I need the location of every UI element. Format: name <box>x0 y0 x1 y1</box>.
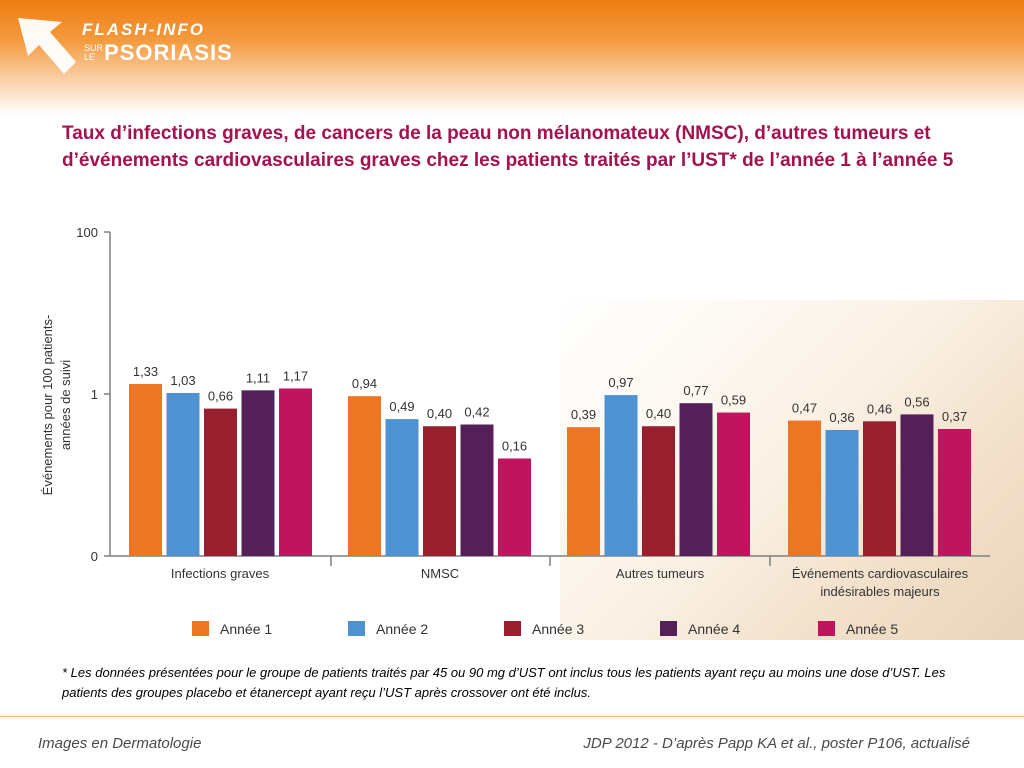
legend-swatch-5 <box>818 621 835 636</box>
y-tick-label: 1 <box>91 387 98 402</box>
legend-swatch-2 <box>348 621 365 636</box>
footer-divider <box>0 716 1024 717</box>
footer-source-right: JDP 2012 - D’après Papp KA et al., poste… <box>583 735 970 752</box>
footnote: * Les données présentées pour le groupe … <box>62 665 946 700</box>
y-axis-label-line1: Événements pour 100 patients- <box>40 315 55 496</box>
bar-4-4 <box>900 414 934 556</box>
bar-1-1 <box>129 383 162 556</box>
header-band <box>0 0 1024 115</box>
legend-label-2: Année 2 <box>376 621 428 637</box>
data-label: 0,94 <box>352 376 377 391</box>
bar-1-4 <box>788 420 821 556</box>
x-category-label: Autres tumeurs <box>616 566 705 581</box>
bar-4-1 <box>241 390 275 556</box>
bar-3-2 <box>423 426 456 556</box>
legend-label-1: Année 1 <box>220 621 272 637</box>
logo-arrow-icon <box>18 18 76 74</box>
y-tick-label: 0 <box>91 549 98 564</box>
legend-label-3: Année 3 <box>532 621 584 637</box>
data-label: 0,39 <box>571 407 596 422</box>
bar-5-3 <box>717 412 750 556</box>
logo-text-sur: SUR LE <box>84 43 104 62</box>
data-label: 0,59 <box>721 393 746 408</box>
bar-2-3 <box>604 395 638 556</box>
data-label: 0,40 <box>646 406 671 421</box>
data-label: 0,66 <box>208 389 233 404</box>
data-label: 1,17 <box>283 368 308 383</box>
x-category-label: Infections graves <box>171 566 270 581</box>
logo-text-psoriasis: PSORIASIS <box>104 40 233 65</box>
bar-3-3 <box>642 426 675 556</box>
x-category-label: NMSC <box>421 566 459 581</box>
data-label: 0,36 <box>829 410 854 425</box>
bar-5-1 <box>279 388 312 556</box>
bar-2-4 <box>825 429 859 556</box>
bar-1-2 <box>348 396 381 556</box>
footer-source-left: Images en Dermatologie <box>38 735 202 752</box>
data-label: 0,40 <box>427 406 452 421</box>
data-label: 0,46 <box>867 401 892 416</box>
data-label: 0,97 <box>608 375 633 390</box>
page-title: Taux d’infections graves, de cancers de … <box>62 123 954 171</box>
legend-label-5: Année 5 <box>846 621 898 637</box>
legend-swatch-4 <box>660 621 677 636</box>
data-label: 1,03 <box>170 373 195 388</box>
bar-2-1 <box>166 392 200 556</box>
bar-5-4 <box>938 428 971 556</box>
data-label: 0,42 <box>464 405 489 420</box>
data-label: 0,77 <box>683 383 708 398</box>
logo: FLASH-INFO SUR LE PSORIASIS <box>12 12 242 82</box>
bar-4-3 <box>679 403 713 556</box>
x-category-label: Événements cardiovasculaires <box>792 566 969 581</box>
bar-3-1 <box>204 408 237 556</box>
data-label: 1,33 <box>133 364 158 379</box>
data-label: 0,47 <box>792 401 817 416</box>
data-label: 0,16 <box>502 438 527 453</box>
bar-5-2 <box>498 458 531 556</box>
data-label: 0,49 <box>389 399 414 414</box>
bar-3-4 <box>863 421 896 556</box>
bar-4-2 <box>460 424 494 556</box>
legend-swatch-1 <box>192 621 209 636</box>
bar-chart: 100 1 0 Événements pour 100 patients-années… <box>40 225 990 637</box>
x-category-label: indésirables majeurs <box>820 584 940 599</box>
logo-text-flash-info: FLASH-INFO <box>82 20 205 39</box>
y-axis-label-line2: années de suivi <box>58 360 73 450</box>
bar-1-3 <box>567 427 600 556</box>
data-label: 0,37 <box>942 409 967 424</box>
bar-2-2 <box>385 419 419 556</box>
data-label: 0,56 <box>904 394 929 409</box>
legend-swatch-3 <box>504 621 521 636</box>
y-tick-label: 100 <box>76 225 98 240</box>
data-label: 1,11 <box>246 370 270 385</box>
legend-label-4: Année 4 <box>688 621 740 637</box>
